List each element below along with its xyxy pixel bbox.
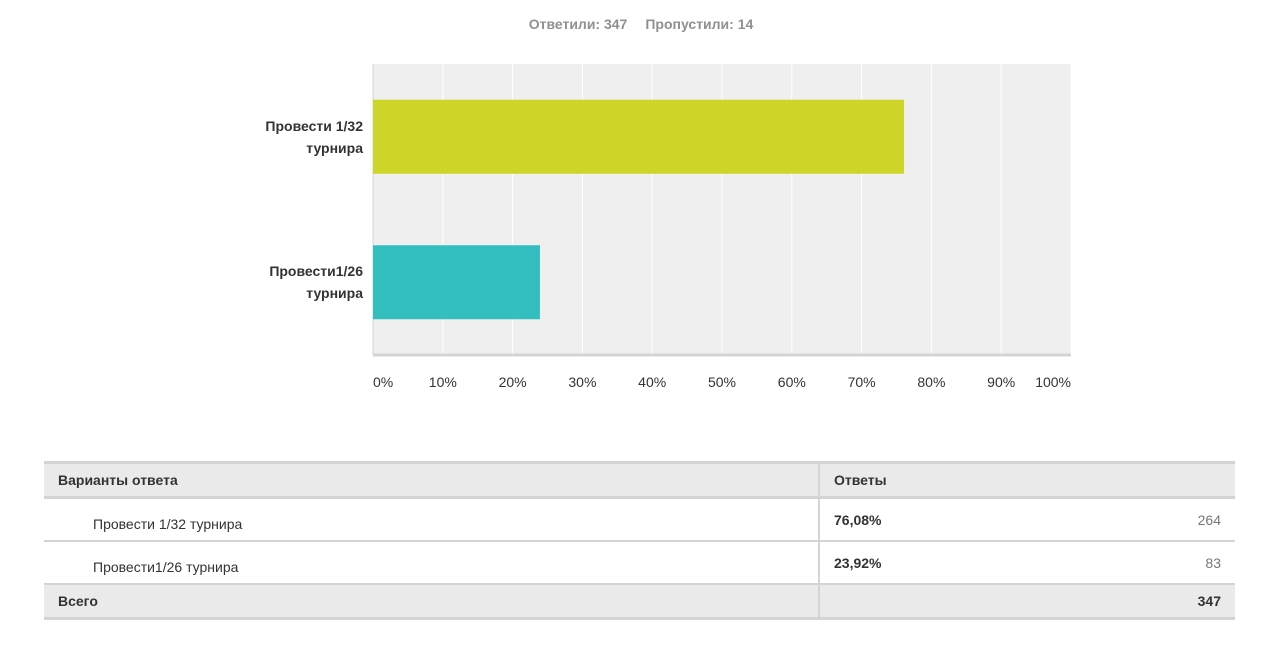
category-label: Провести1/26 турнира — [163, 260, 363, 304]
response-cell: 76,08% 264 — [819, 497, 1235, 542]
x-tick-label: 60% — [778, 374, 806, 390]
x-tick-label: 80% — [917, 374, 945, 390]
bar — [373, 99, 905, 174]
answered-count: Ответили: 347 — [528, 16, 628, 32]
response-percent: 76,08% — [834, 512, 882, 528]
response-count: 83 — [1205, 555, 1221, 571]
table-row: Провести1/26 турнира 23,92% 83 — [44, 541, 1235, 585]
response-count: 264 — [1197, 512, 1221, 528]
response-cell: 23,92% 83 — [819, 541, 1235, 585]
table-header-row: Варианты ответа Ответы — [44, 461, 1235, 499]
option-label: Провести 1/32 турнира — [44, 497, 820, 542]
total-row: Всего 347 — [44, 584, 1235, 620]
bar — [373, 245, 540, 320]
category-label-line: Провести1/26 — [269, 263, 363, 280]
category-label-line: турнира — [306, 285, 363, 302]
x-tick-label: 90% — [987, 374, 1015, 390]
total-value: 347 — [819, 584, 1235, 620]
x-tick-label: 70% — [848, 374, 876, 390]
total-label: Всего — [44, 584, 820, 620]
category-label-line: Провести 1/32 — [265, 117, 363, 134]
header-options: Варианты ответа — [44, 461, 820, 499]
category-label-line: турнира — [306, 139, 363, 156]
option-label: Провести1/26 турнира — [44, 541, 820, 585]
x-tick-label: 10% — [429, 374, 457, 390]
response-summary: Ответили: 347 Пропустили: 14 — [0, 16, 1282, 32]
header-responses: Ответы — [819, 461, 1235, 499]
answers-table: Варианты ответа Ответы Провести 1/32 тур… — [44, 461, 1235, 620]
x-tick-label: 40% — [638, 374, 666, 390]
x-tick-label: 100% — [1035, 374, 1071, 390]
x-tick-label: 20% — [499, 374, 527, 390]
table-row: Провести 1/32 турнира 76,08% 264 — [44, 497, 1235, 542]
x-tick-label: 30% — [568, 374, 596, 390]
x-tick-label: 0% — [373, 374, 393, 390]
response-percent: 23,92% — [834, 555, 882, 571]
bar-chart: 0% 10% 20% 30% 40% 50% 60% 70% 80% 90% 100% — [372, 64, 1072, 390]
skipped-count: Пропустили: 14 — [645, 16, 754, 32]
x-tick-label: 50% — [708, 374, 736, 390]
category-label: Провести 1/32 турнира — [163, 115, 363, 159]
